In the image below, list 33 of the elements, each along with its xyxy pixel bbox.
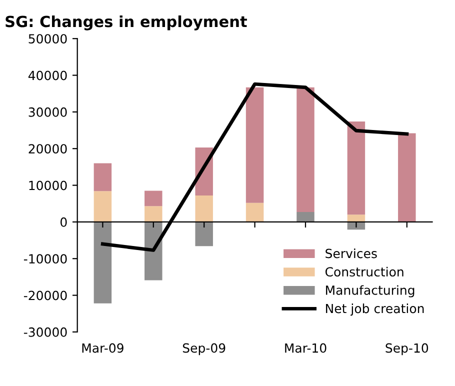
- bar: [144, 206, 162, 222]
- bar: [246, 87, 264, 203]
- y-tick-label: -30000: [24, 327, 67, 337]
- y-tick-label: -10000: [24, 254, 67, 264]
- bar: [94, 191, 112, 222]
- bar: [347, 214, 366, 222]
- bar: [347, 121, 366, 215]
- bar: [144, 190, 162, 206]
- bar: [398, 133, 416, 222]
- x-tick-label: Sep-09: [182, 343, 226, 356]
- bar: [195, 196, 213, 222]
- legend-label: Services: [326, 248, 377, 258]
- y-tick-label: 10000: [29, 180, 67, 190]
- y-tick-label: -20000: [24, 290, 67, 300]
- bar: [296, 87, 314, 212]
- legend-label: Construction: [325, 266, 404, 277]
- bar: [94, 163, 112, 192]
- bar: [94, 222, 112, 304]
- y-tick-label: 50000: [28, 34, 67, 44]
- legend-label: Manufacturing: [326, 285, 414, 298]
- x-tick-label: Sep-10: [386, 343, 428, 356]
- x-tick-label: Mar-09: [82, 343, 124, 353]
- x-tick-label: Mar-10: [285, 343, 326, 353]
- y-tick-label: 40000: [28, 70, 67, 80]
- y-tick-label: 0: [60, 217, 67, 227]
- chart-title: SG: Changes in employment: [6, 15, 247, 30]
- bar: [296, 212, 314, 222]
- y-tick-label: 20000: [28, 144, 67, 154]
- bar: [195, 222, 213, 246]
- y-tick-label: 30000: [28, 107, 67, 117]
- bar: [246, 202, 264, 222]
- legend-label: Net job creation: [326, 304, 424, 316]
- bar: [144, 222, 162, 280]
